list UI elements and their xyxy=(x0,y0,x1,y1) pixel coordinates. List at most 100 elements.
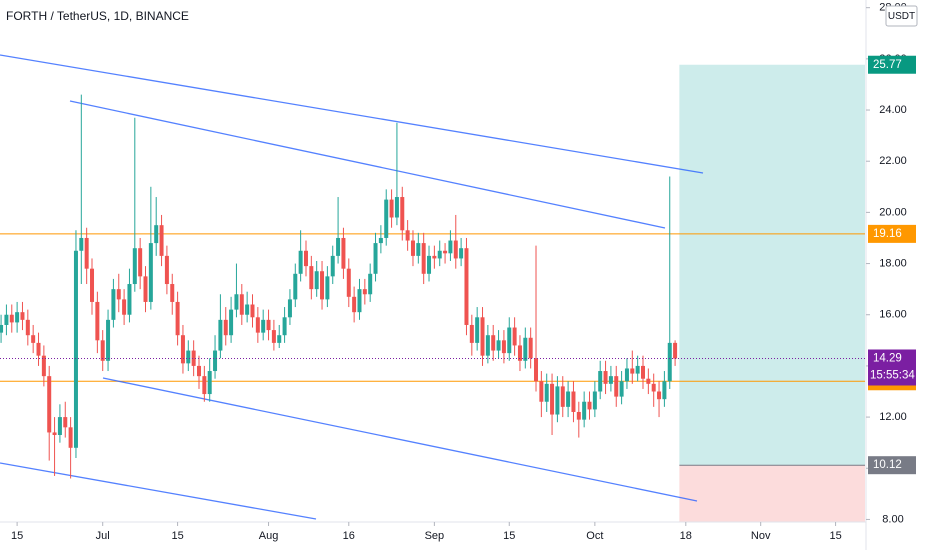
trendlines xyxy=(0,54,704,520)
candle-body xyxy=(566,391,571,407)
candle-body xyxy=(432,255,437,259)
candle-body xyxy=(539,381,544,402)
candle-body xyxy=(330,255,335,277)
candle-body xyxy=(640,365,645,379)
candle-body xyxy=(362,289,367,295)
candle-body xyxy=(0,324,4,333)
candle-body xyxy=(111,289,116,320)
candle-body xyxy=(491,335,496,351)
candle-body xyxy=(250,304,255,318)
candle-body xyxy=(437,250,442,259)
candle-body xyxy=(223,319,228,336)
candle-body xyxy=(196,365,201,377)
candle-body xyxy=(608,376,613,384)
x-tick-label: Sep xyxy=(425,530,445,542)
candle-body xyxy=(287,299,292,318)
candle-body xyxy=(534,358,539,382)
x-tick-label: 18 xyxy=(680,530,692,542)
candle-body xyxy=(448,240,453,254)
x-tick-label: Nov xyxy=(751,530,771,542)
candle-body xyxy=(271,330,276,343)
candle-body xyxy=(154,225,159,244)
candle-body xyxy=(148,243,153,302)
candle-body xyxy=(598,371,603,392)
candle-body xyxy=(394,197,399,218)
candle-body xyxy=(309,266,314,290)
candle-body xyxy=(603,371,608,384)
x-tick-label: 16 xyxy=(343,530,355,542)
candle-body xyxy=(405,230,410,241)
candle-body xyxy=(443,250,448,254)
candle-body xyxy=(116,289,121,300)
candle-body xyxy=(15,312,20,323)
price-badge-label: 25.77 xyxy=(873,59,902,71)
candle-body xyxy=(73,250,78,448)
candle-body xyxy=(389,199,394,218)
price-badge xyxy=(868,55,916,74)
background-layer xyxy=(0,64,865,522)
candle-body xyxy=(592,391,597,410)
candle-body xyxy=(346,268,351,297)
candle-body xyxy=(635,365,640,374)
candle-body xyxy=(63,417,68,428)
candle-body xyxy=(293,273,298,300)
trendline xyxy=(0,462,317,520)
candle-body xyxy=(170,284,175,302)
currency-label[interactable]: USDT xyxy=(888,11,915,22)
candle-body xyxy=(25,319,30,336)
price-badge-label: 10.12 xyxy=(873,459,902,471)
candle-body xyxy=(373,243,378,274)
price-badge xyxy=(868,349,916,386)
candle-body xyxy=(528,337,533,359)
candle-body xyxy=(560,386,565,407)
countdown-label: 15:55:34 xyxy=(870,370,915,382)
candle-body xyxy=(325,276,330,300)
candle-body xyxy=(459,248,464,259)
candle-body xyxy=(512,327,517,346)
chart-title: FORTH / TetherUS, 1D, BINANCE xyxy=(6,9,189,23)
candle-body xyxy=(517,345,522,361)
trendline xyxy=(69,100,666,229)
candle-body xyxy=(352,296,357,313)
candle-body xyxy=(138,248,143,277)
candle-body xyxy=(234,294,239,310)
candle-body xyxy=(523,337,528,361)
x-tick-label: 15 xyxy=(171,530,183,542)
candle-body xyxy=(544,383,549,402)
candle-body xyxy=(31,335,36,343)
candle-body xyxy=(378,237,383,244)
candle-body xyxy=(122,299,127,315)
candle-body xyxy=(95,301,100,341)
candle-body xyxy=(619,381,624,397)
candle-body xyxy=(673,342,678,359)
position-loss-zone xyxy=(679,465,865,522)
currency-box[interactable] xyxy=(885,5,918,27)
y-tick-label: 18.00 xyxy=(879,257,907,269)
position-profit-zone xyxy=(679,64,865,466)
candle-body xyxy=(314,271,319,290)
candle-body xyxy=(186,350,191,364)
candle-body xyxy=(41,355,46,377)
candle-body xyxy=(100,340,105,361)
candle-body xyxy=(320,271,325,300)
candle-body xyxy=(9,314,14,323)
candle-body xyxy=(218,319,223,351)
candle-body xyxy=(507,327,512,354)
candle-body xyxy=(336,237,341,256)
candle-body xyxy=(614,376,619,397)
candle-body xyxy=(630,368,635,374)
x-tick-label: 15 xyxy=(503,530,515,542)
candle-body xyxy=(667,342,672,382)
y-tick-label: 12.00 xyxy=(879,411,907,423)
candle-body xyxy=(207,371,212,395)
candle-body xyxy=(52,432,57,435)
candle-body xyxy=(501,340,506,354)
candle-body xyxy=(255,317,260,333)
candle-body xyxy=(159,225,164,256)
candle-body xyxy=(47,376,52,433)
candle-body xyxy=(651,383,656,392)
candle-body xyxy=(576,411,581,420)
